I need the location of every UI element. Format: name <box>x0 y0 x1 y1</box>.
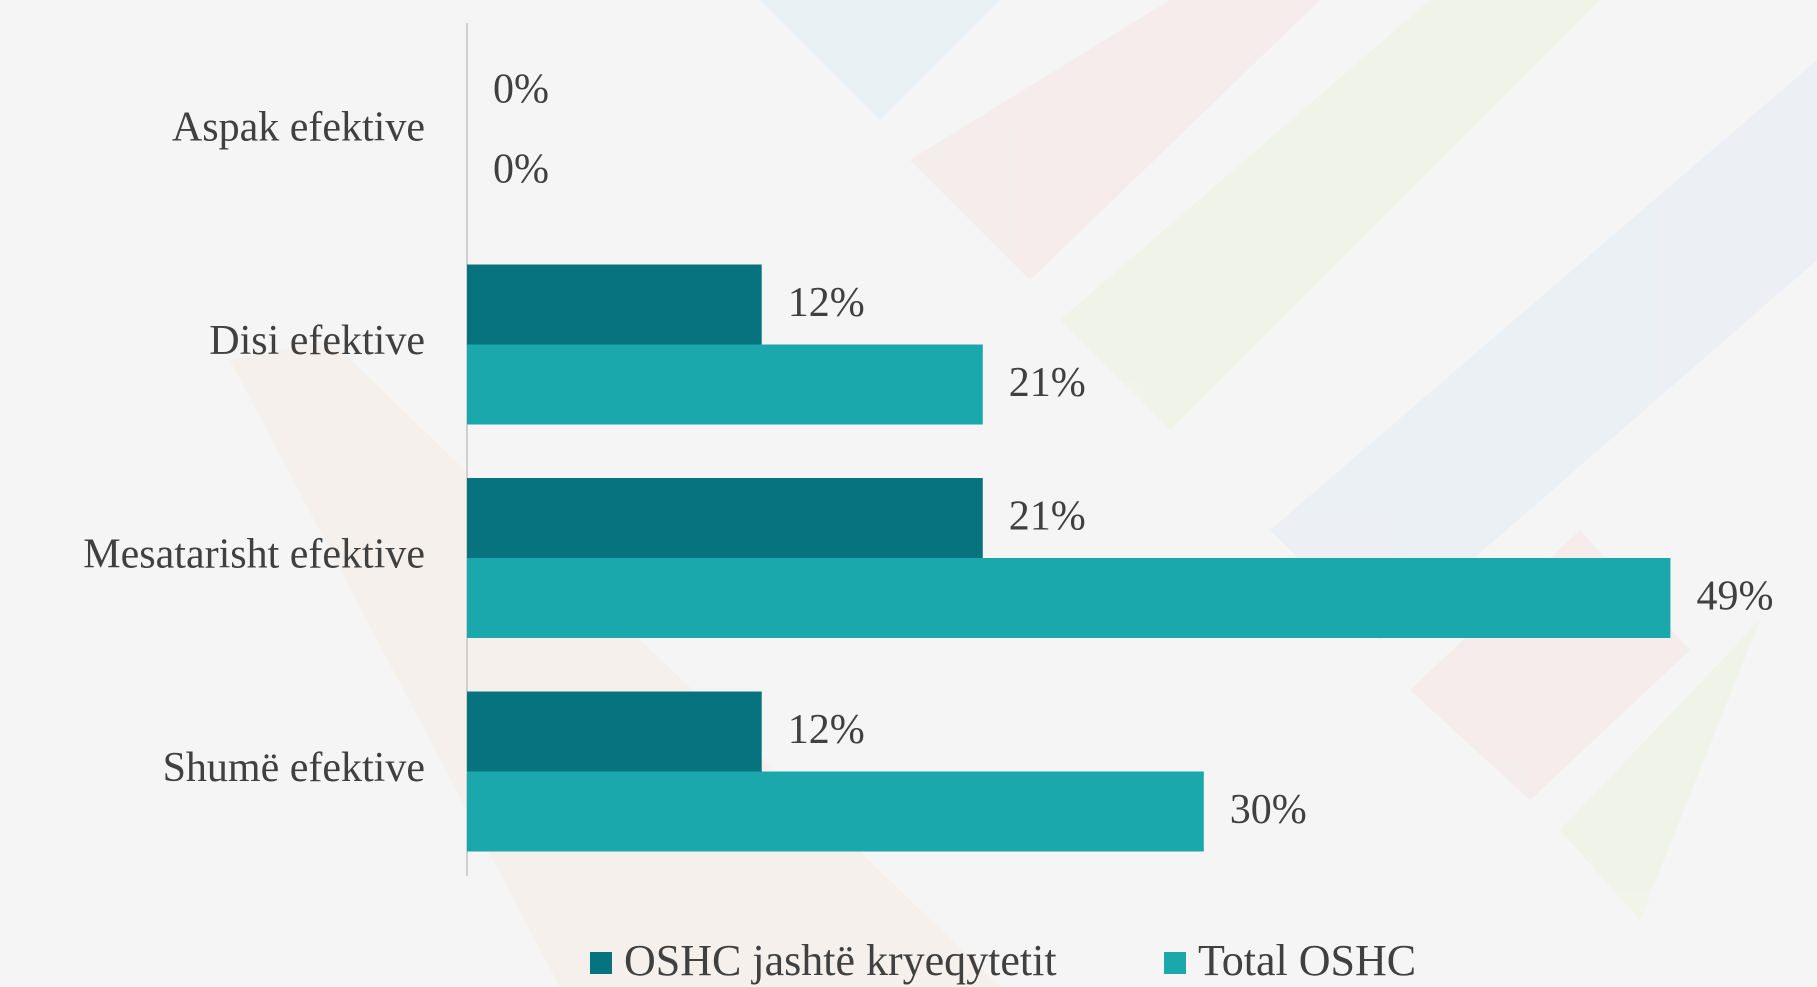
value-label: 0% <box>493 147 549 193</box>
legend-swatch <box>590 952 612 974</box>
legend-label: Total OSHC <box>1198 936 1416 985</box>
value-label: 21% <box>1009 494 1086 540</box>
value-label: 12% <box>788 707 865 753</box>
category-label: Disi efektive <box>209 318 425 364</box>
value-label: 12% <box>788 280 865 326</box>
value-label: 49% <box>1696 574 1773 620</box>
bar <box>467 558 1671 638</box>
bar <box>467 344 983 425</box>
category-label: Shumë efektive <box>163 745 425 791</box>
category-label: Mesatarisht efektive <box>83 532 425 578</box>
legend-label: OSHC jashtë kryeqytetit <box>624 936 1057 985</box>
legend-swatch <box>1164 952 1186 974</box>
bar <box>467 771 1204 852</box>
value-label: 0% <box>493 67 549 113</box>
legend: OSHC jashtë kryeqytetit Total OSHC <box>590 936 1416 985</box>
category-label: Aspak efektive <box>172 105 425 151</box>
bar <box>467 478 983 558</box>
bar <box>467 691 762 772</box>
value-label: 30% <box>1230 787 1307 833</box>
plot-area: Aspak efektive 0% 0% Disi efektive 12% 21% Mes… <box>83 67 1773 852</box>
bar <box>467 264 762 345</box>
value-label: 21% <box>1009 360 1086 406</box>
